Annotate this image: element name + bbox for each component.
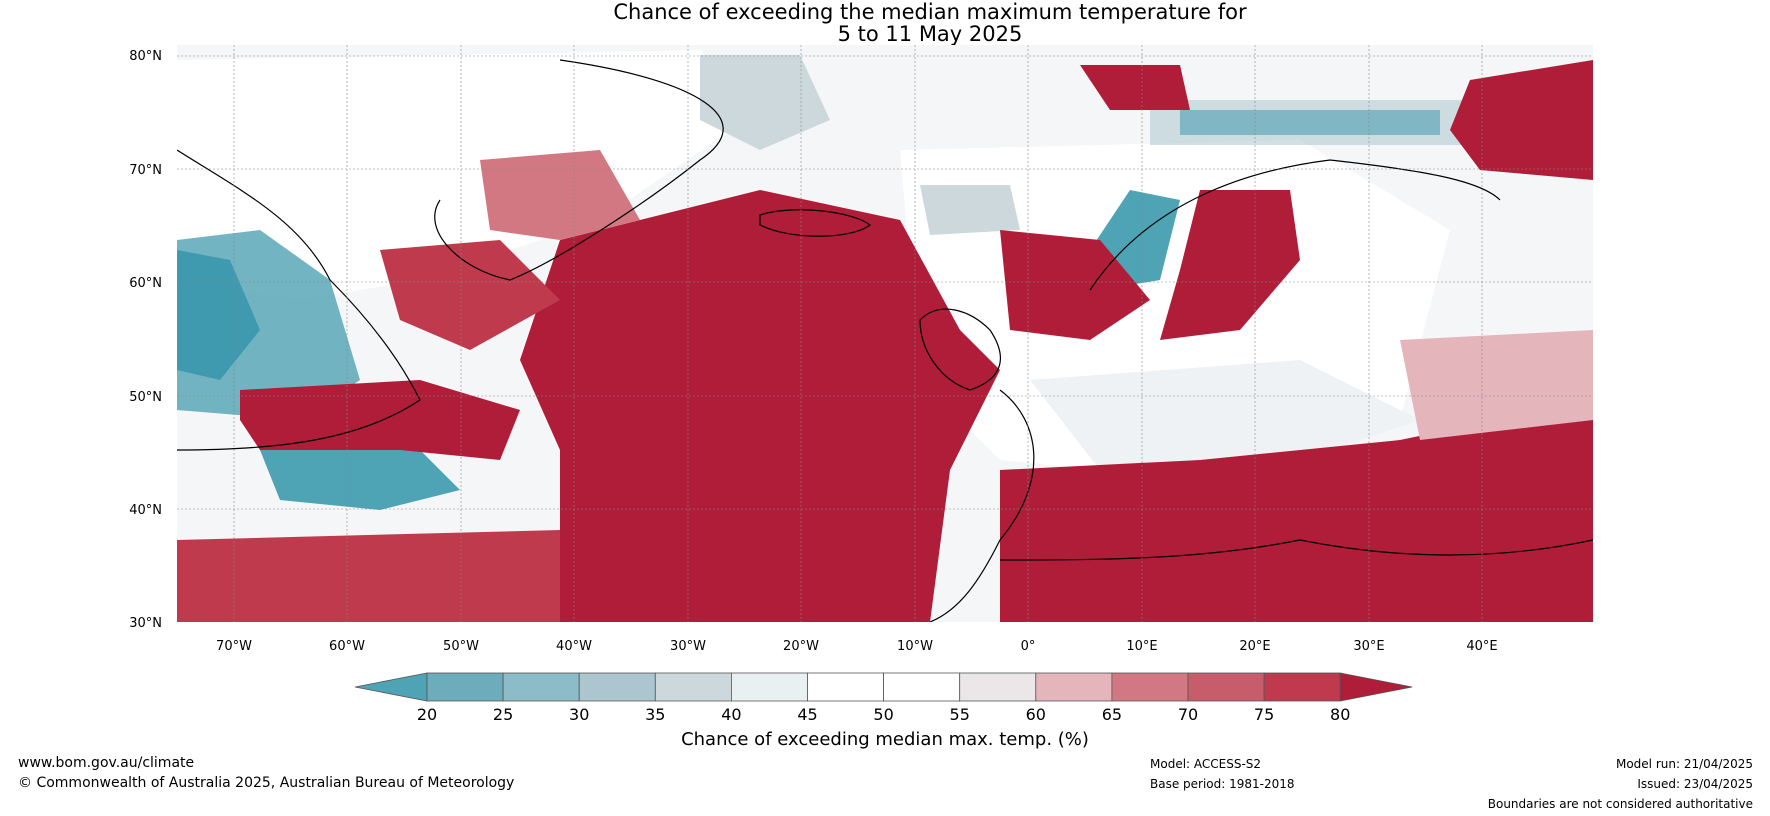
- colorbar-tick-label: 20: [417, 705, 437, 724]
- map-title-line2: 5 to 11 May 2025: [837, 22, 1023, 46]
- footer-base-period: Base period: 1981-2018: [1150, 777, 1295, 791]
- footer-issued: Issued: 23/04/2025: [1637, 777, 1753, 791]
- lon-label-0: 0°: [1021, 639, 1036, 654]
- map-title-line1: Chance of exceeding the median maximum t…: [613, 0, 1247, 24]
- colorbar-extend-low: [354, 672, 428, 702]
- colorbar-tick-label: 80: [1330, 705, 1350, 724]
- lon-label-40w: 40°W: [556, 639, 592, 654]
- lon-label-40e: 40°E: [1466, 639, 1497, 654]
- lon-label-10w: 10°W: [897, 639, 933, 654]
- longitude-labels: 70°W 60°W 50°W 40°W 30°W 20°W 10°W 0° 10…: [216, 639, 1498, 654]
- colorbar-tick-label: 30: [569, 705, 589, 724]
- lon-label-30e: 30°E: [1353, 639, 1384, 654]
- colorbar: 20 25 30 35 40 45 50 55 60 65 70 75 80: [354, 672, 1413, 724]
- lon-label-10e: 10°E: [1126, 639, 1157, 654]
- colorbar-tick-label: 75: [1254, 705, 1274, 724]
- lon-label-60w: 60°W: [329, 639, 365, 654]
- colorbar-tick-label: 55: [950, 705, 970, 724]
- lat-label-80n: 80°N: [129, 49, 162, 64]
- map-area: [177, 45, 1593, 622]
- colorbar-segment: [1263, 672, 1341, 702]
- colorbar-tick-label: 50: [873, 705, 893, 724]
- colorbar-segment: [1111, 672, 1189, 702]
- lon-label-20e: 20°E: [1239, 639, 1270, 654]
- colorbar-segment: [654, 672, 732, 702]
- colorbar-segment: [883, 672, 961, 702]
- colorbar-title: Chance of exceeding median max. temp. (%…: [681, 729, 1089, 750]
- colorbar-tick-label: 60: [1026, 705, 1046, 724]
- footer-website: www.bom.gov.au/climate: [18, 755, 195, 771]
- colorbar-segment: [807, 672, 884, 702]
- colorbar-tick-label: 40: [721, 705, 741, 724]
- colorbar-segment: [578, 672, 656, 702]
- footer-disclaimer: Boundaries are not considered authoritat…: [1487, 797, 1753, 811]
- lat-label-60n: 60°N: [129, 276, 162, 291]
- colorbar-extend-high: [1339, 672, 1413, 702]
- colorbar-segment: [1035, 672, 1113, 702]
- graticule: [177, 45, 1593, 622]
- colorbar-segment: [959, 672, 1037, 702]
- colorbar-segment: [502, 672, 580, 702]
- colorbar-tick-label: 35: [645, 705, 665, 724]
- lat-label-30n: 30°N: [129, 616, 162, 631]
- footer-model: Model: ACCESS-S2: [1150, 757, 1262, 771]
- colorbar-tick-label: 45: [797, 705, 817, 724]
- lat-label-40n: 40°N: [129, 503, 162, 518]
- colorbar-tick-label: 25: [493, 705, 513, 724]
- footer-model-run: Model run: 21/04/2025: [1615, 757, 1753, 771]
- lon-label-20w: 20°W: [783, 639, 819, 654]
- colorbar-segment: [1187, 672, 1265, 702]
- footer-copyright: © Commonwealth of Australia 2025, Austra…: [18, 775, 515, 791]
- colorbar-tick-label: 70: [1178, 705, 1198, 724]
- latitude-labels: 80°N 70°N 60°N 50°N 40°N 30°N: [129, 49, 162, 631]
- colorbar-segment: [426, 672, 504, 702]
- lat-label-70n: 70°N: [129, 163, 162, 178]
- lon-label-30w: 30°W: [670, 639, 706, 654]
- lon-label-50w: 50°W: [443, 639, 479, 654]
- lon-label-70w: 70°W: [216, 639, 252, 654]
- colorbar-tick-label: 65: [1102, 705, 1122, 724]
- colorbar-segment: [731, 672, 808, 702]
- lat-label-50n: 50°N: [129, 390, 162, 405]
